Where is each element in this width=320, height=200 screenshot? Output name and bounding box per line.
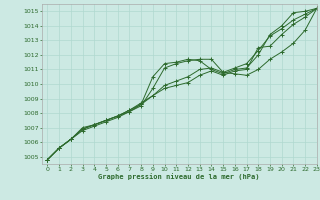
- X-axis label: Graphe pression niveau de la mer (hPa): Graphe pression niveau de la mer (hPa): [99, 173, 260, 180]
